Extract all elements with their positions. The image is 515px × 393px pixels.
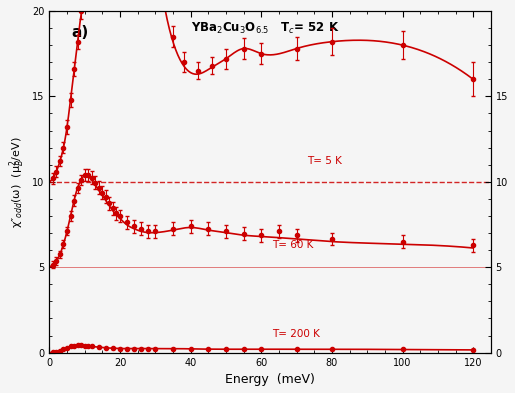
Text: T= 200 K: T= 200 K	[272, 329, 320, 339]
Text: a): a)	[72, 25, 89, 40]
Y-axis label: χ″$_{odd}$(ω)  (μ$_B^2$/eV): χ″$_{odd}$(ω) (μ$_B^2$/eV)	[7, 136, 27, 228]
Text: YBa$_2$Cu$_3$O$_{6.5}$   T$_c$= 52 K: YBa$_2$Cu$_3$O$_{6.5}$ T$_c$= 52 K	[191, 21, 339, 36]
Text: T= 5 K: T= 5 K	[307, 156, 342, 166]
X-axis label: Energy  (meV): Energy (meV)	[225, 373, 315, 386]
Text: T= 60 K: T= 60 K	[272, 240, 313, 250]
